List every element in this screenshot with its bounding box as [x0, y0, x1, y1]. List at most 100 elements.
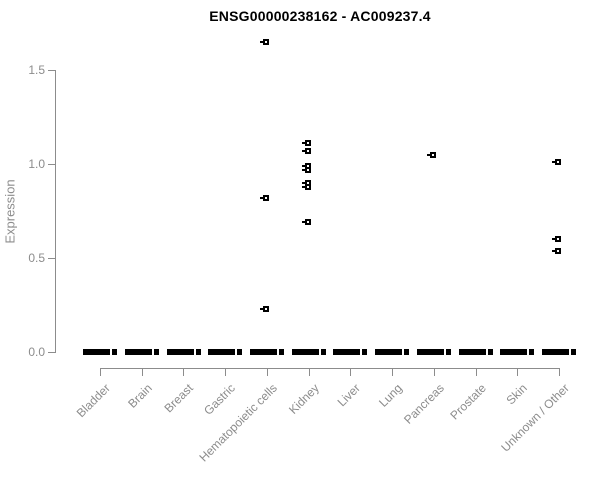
y-tick-label: 1.0	[28, 157, 45, 171]
zero-cluster-bar	[333, 349, 368, 355]
x-tick-label: Hematopoietic cells	[196, 381, 280, 465]
data-point-dash	[259, 307, 263, 310]
zero-cluster-segment	[249, 349, 277, 355]
data-point-dash	[259, 40, 263, 43]
data-point-marker	[304, 140, 311, 147]
zero-cluster-bar	[166, 349, 201, 355]
x-tick	[517, 368, 518, 376]
x-tick	[434, 368, 435, 376]
data-point-marker	[555, 247, 561, 254]
data-point	[301, 179, 311, 186]
x-tick-label: Skin	[503, 381, 530, 408]
x-tick	[100, 368, 101, 376]
y-tick-label: 1.5	[28, 63, 45, 77]
x-tick-label: Liver	[334, 381, 363, 410]
zero-cluster-cap	[529, 349, 535, 355]
data-point-marker	[304, 162, 311, 169]
zero-cluster-cap	[112, 349, 117, 355]
data-point-dash	[426, 153, 430, 156]
zero-cluster-segment	[542, 349, 569, 355]
x-tick-label: Prostate	[447, 381, 489, 423]
x-tick-label: Brain	[125, 381, 155, 411]
x-tick	[309, 368, 310, 376]
data-point	[552, 247, 561, 254]
data-point-dash	[301, 142, 305, 145]
x-tick-label: Gastric	[201, 381, 238, 418]
x-tick	[142, 368, 143, 376]
y-tick	[48, 164, 55, 165]
x-tick	[350, 368, 351, 376]
data-point	[301, 183, 311, 190]
x-tick	[392, 368, 393, 376]
zero-cluster-cap	[320, 349, 326, 355]
zero-cluster-segment	[416, 349, 444, 355]
data-point	[552, 159, 561, 166]
y-tick	[48, 258, 55, 259]
x-tick	[183, 368, 184, 376]
zero-cluster-bar	[208, 349, 243, 355]
zero-cluster-segment	[291, 349, 319, 355]
zero-cluster-bar	[249, 349, 284, 355]
y-tick-label: 0.5	[28, 251, 45, 265]
y-axis-line	[55, 70, 56, 353]
zero-cluster-bar	[83, 349, 117, 355]
zero-cluster-bar	[500, 349, 535, 355]
x-tick-label: Pancreas	[401, 381, 447, 427]
x-tick	[225, 368, 226, 376]
zero-cluster-cap	[404, 349, 410, 355]
data-point	[259, 38, 269, 45]
x-tick	[267, 368, 268, 376]
data-point-marker	[304, 147, 311, 154]
y-tick-label: 0.0	[28, 345, 45, 359]
zero-cluster-segment	[375, 349, 403, 355]
zero-cluster-segment	[208, 349, 236, 355]
zero-cluster-cap	[195, 349, 201, 355]
data-point-marker	[429, 151, 436, 158]
data-point-dash	[552, 161, 555, 164]
data-point-marker	[304, 219, 311, 226]
data-point-marker	[304, 179, 311, 186]
data-point-marker	[555, 159, 561, 166]
zero-cluster-cap	[445, 349, 451, 355]
data-point-dash	[301, 168, 305, 171]
zero-cluster-segment	[458, 349, 486, 355]
x-tick-label: Lung	[376, 381, 405, 410]
zero-cluster-bar	[291, 349, 326, 355]
zero-cluster-segment	[83, 349, 110, 355]
x-tick-label: Bladder	[73, 381, 113, 421]
zero-cluster-segment	[124, 349, 152, 355]
zero-cluster-cap	[487, 349, 493, 355]
data-point-dash	[301, 164, 305, 167]
y-tick	[48, 352, 55, 353]
data-point	[259, 194, 269, 201]
data-point	[301, 162, 311, 169]
x-tick-label: Kidney	[286, 381, 322, 417]
zero-cluster-segment	[333, 349, 361, 355]
data-point-marker	[304, 183, 311, 190]
zero-cluster-segment	[500, 349, 528, 355]
data-point	[301, 219, 311, 226]
data-point-dash	[259, 196, 263, 199]
zero-cluster-segment	[166, 349, 194, 355]
zero-cluster-cap	[571, 349, 576, 355]
data-point-dash	[301, 185, 305, 188]
data-point-dash	[301, 181, 305, 184]
data-point	[301, 140, 311, 147]
chart-title: ENSG00000238162 - AC009237.4	[209, 8, 431, 24]
x-axis-line	[100, 368, 560, 369]
data-point-marker	[262, 194, 269, 201]
data-point-marker	[262, 305, 269, 312]
x-tick	[476, 368, 477, 376]
data-point	[301, 147, 311, 154]
data-point	[552, 236, 561, 243]
data-point-dash	[552, 249, 555, 252]
y-tick	[48, 70, 55, 71]
data-point-marker	[304, 166, 311, 173]
x-tick-label: Breast	[161, 381, 196, 416]
data-point	[259, 305, 269, 312]
zero-cluster-bar	[458, 349, 493, 355]
data-point	[301, 166, 311, 173]
data-point-dash	[301, 149, 305, 152]
zero-cluster-bar	[375, 349, 410, 355]
